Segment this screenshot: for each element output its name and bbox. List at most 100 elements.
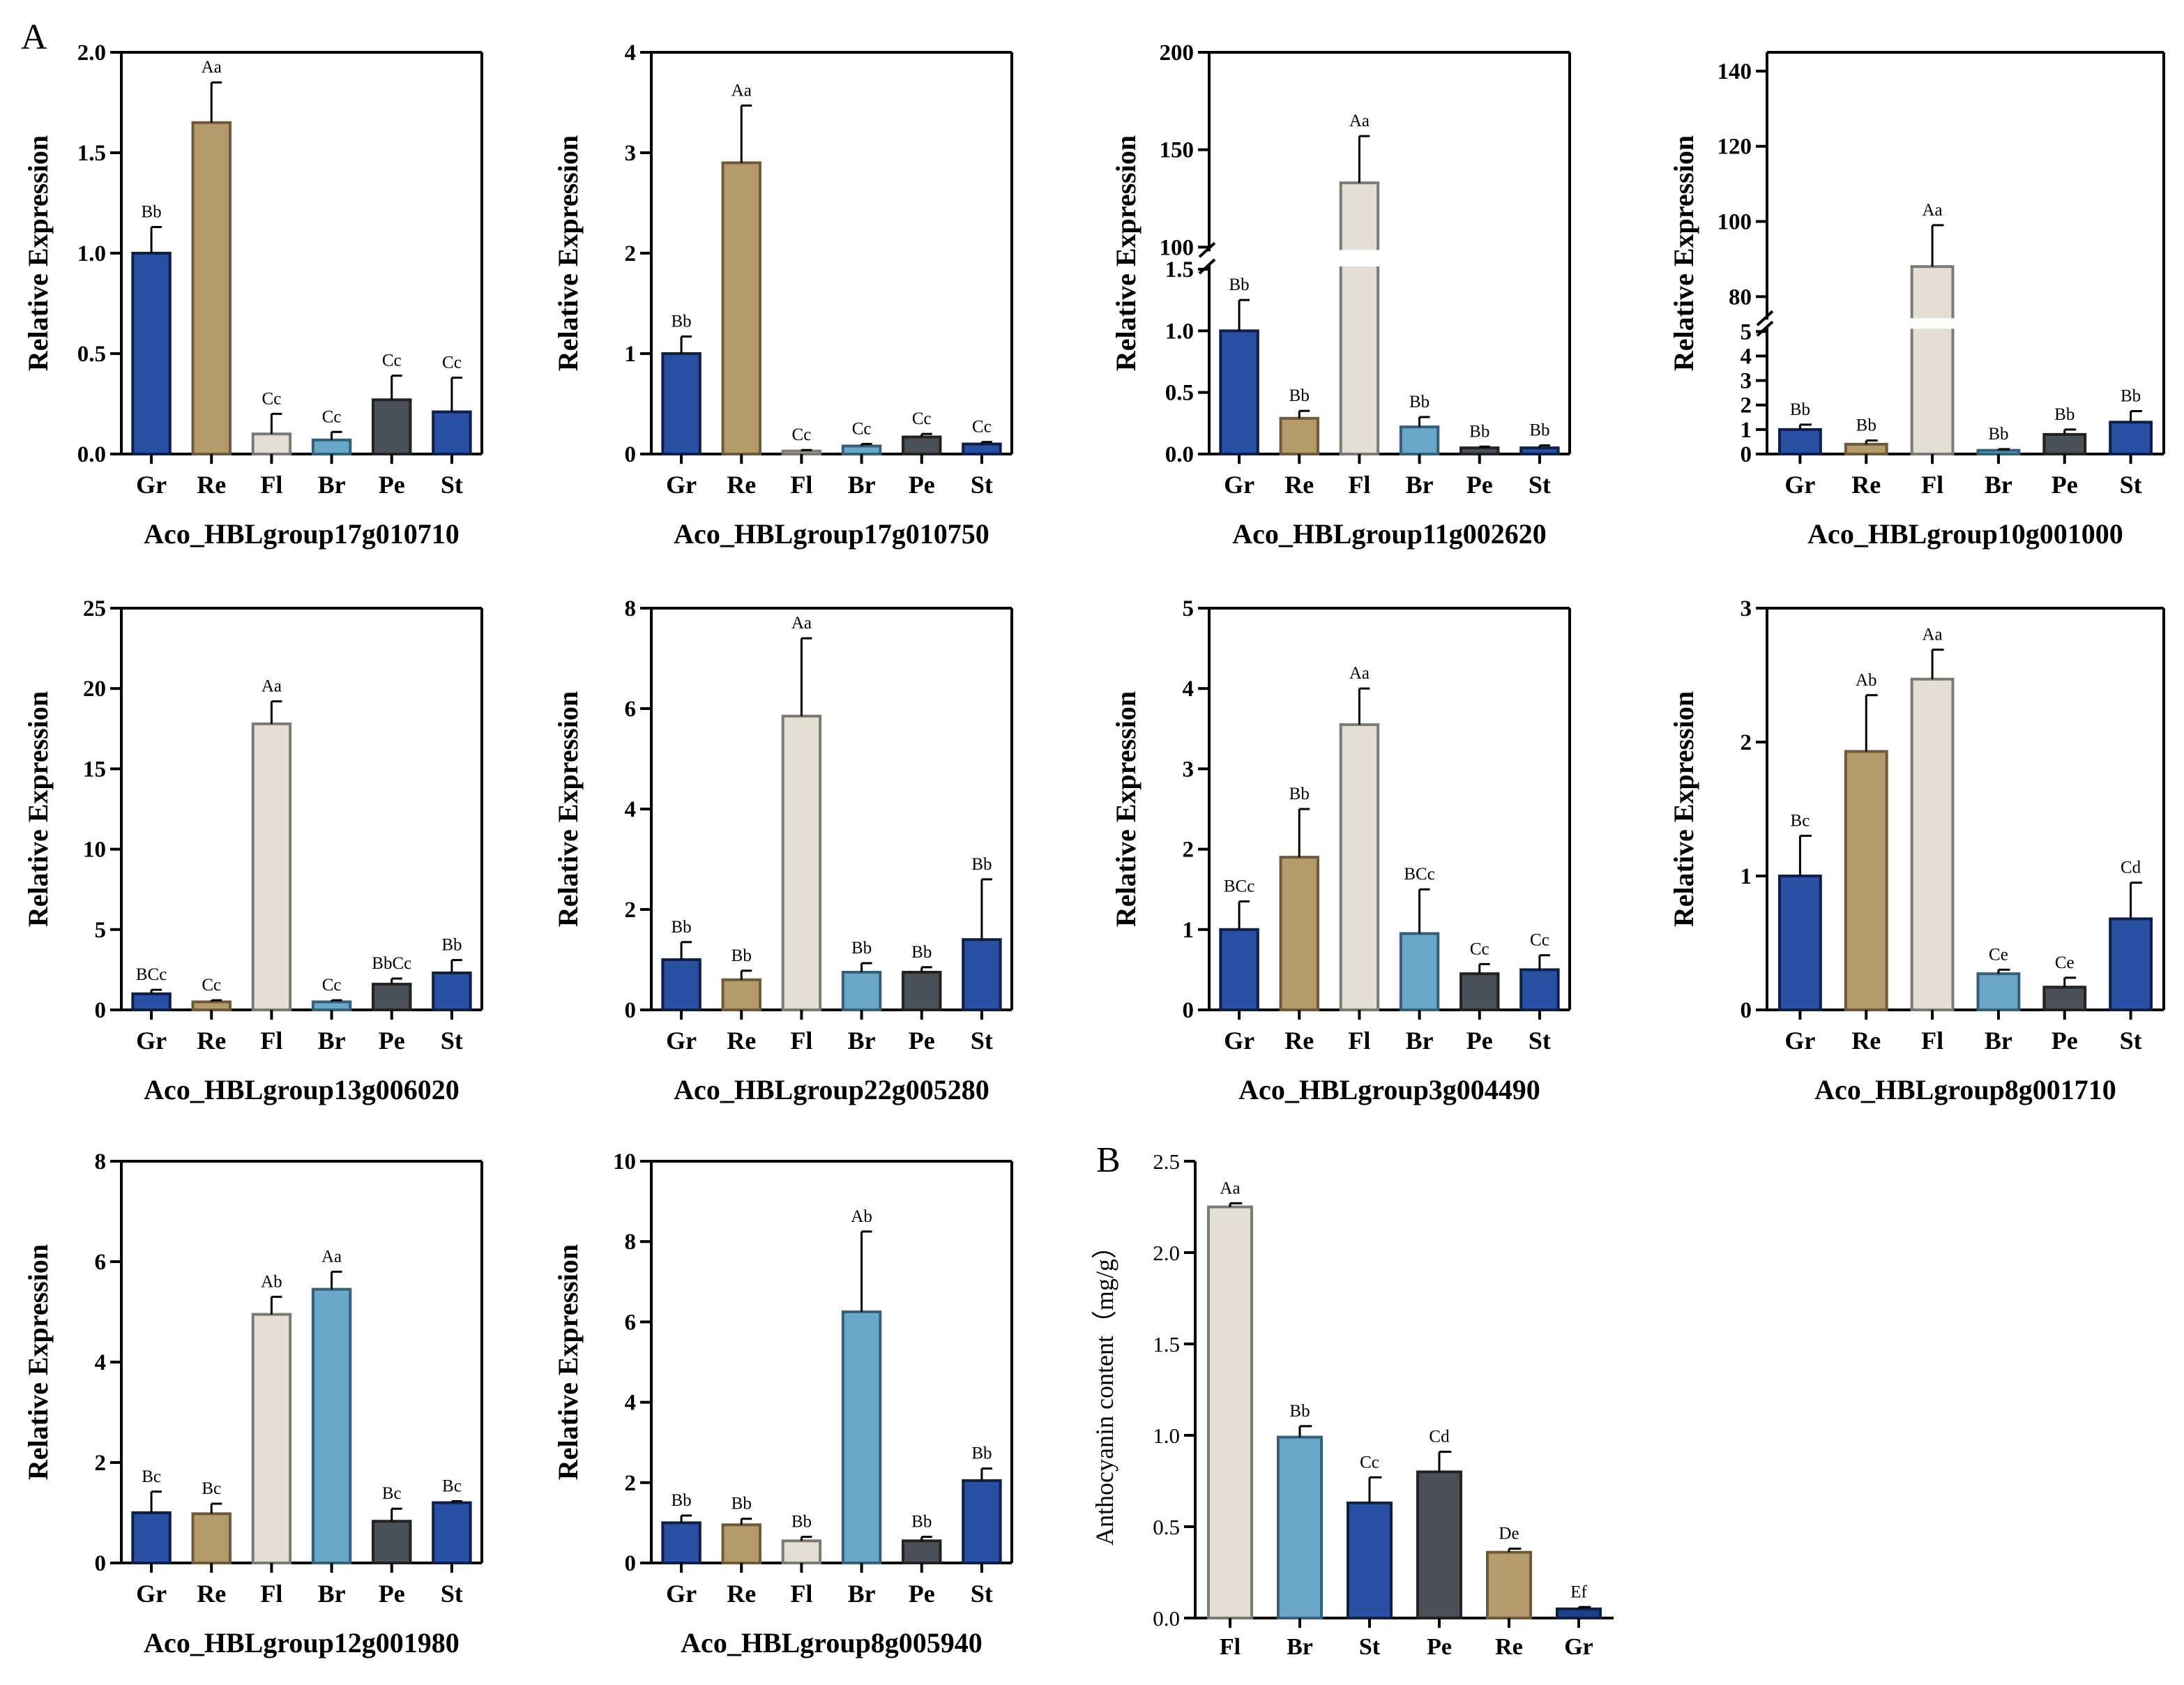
significance-label: Bb	[671, 1491, 691, 1510]
x-tick-label: Pe	[2052, 471, 2078, 499]
y-tick-label: 0.0	[1165, 442, 1194, 467]
y-tick-label: 4	[625, 40, 637, 66]
significance-label: Bb	[1229, 275, 1249, 294]
x-tick-label: Fl	[1220, 1634, 1241, 1660]
y-tick-label: 2	[625, 898, 637, 923]
significance-label: Bb	[1289, 785, 1310, 803]
bar-br	[1399, 425, 1440, 456]
significance-label: Ab	[851, 1207, 872, 1226]
panel-label-a: A	[21, 17, 47, 57]
significance-label: Cc	[1530, 931, 1549, 950]
x-tick-label: Pe	[379, 471, 405, 499]
significance-label: Cc	[1360, 1453, 1379, 1472]
bar-pe	[1416, 1470, 1462, 1619]
bar-re	[1486, 1550, 1532, 1619]
significance-label: Bc	[442, 1476, 462, 1495]
significance-label: BCc	[136, 965, 167, 984]
x-tick-label: Pe	[909, 1580, 935, 1608]
bar-re	[1844, 750, 1888, 1011]
significance-label: Bb	[1856, 416, 1876, 435]
y-tick-label: 4	[625, 1391, 637, 1416]
bar-st	[962, 442, 1002, 455]
significance-label: Aa	[202, 58, 222, 77]
axis-break-mark	[1198, 241, 1216, 258]
y-tick-label: 5	[1183, 596, 1195, 621]
y-tick-label: 0.5	[1165, 381, 1194, 406]
significance-label: Cc	[322, 976, 342, 995]
significance-label: Ef	[1570, 1582, 1587, 1601]
y-tick-label: 5	[95, 918, 107, 943]
x-tick-label: St	[1529, 1027, 1551, 1055]
significance-label: Bb	[731, 946, 752, 965]
bar-gr	[1556, 1607, 1602, 1619]
chart-title: Aco_HBLgroup10g001000	[1807, 518, 2123, 550]
y-axis-title: Relative Expression	[1668, 135, 1699, 371]
bar-pe	[2042, 985, 2087, 1011]
y-axis-title: Relative Expression	[1110, 135, 1142, 371]
significance-label: Bb	[1289, 1402, 1310, 1421]
bar-fl	[251, 432, 292, 456]
y-tick-label: 0.5	[1153, 1515, 1180, 1539]
chart-title: Aco_HBLgroup22g005280	[674, 1074, 989, 1105]
y-tick-label: 15	[83, 757, 106, 782]
y-tick-label: 0	[1183, 998, 1195, 1023]
bar-br	[1277, 1435, 1323, 1620]
bar-re	[721, 1523, 761, 1565]
y-tick-label: 3	[1741, 596, 1752, 621]
x-tick-label: Pe	[1466, 471, 1493, 499]
bar-st	[432, 972, 472, 1012]
chart-title: Aco_HBLgroup17g010750	[674, 518, 989, 550]
y-tick-label: 0	[95, 998, 107, 1023]
y-tick-label: 2.0	[1153, 1241, 1180, 1265]
x-tick-label: Re	[1495, 1634, 1523, 1660]
x-tick-label: Br	[1985, 471, 2012, 499]
y-tick-label: 1.0	[1153, 1423, 1180, 1448]
y-tick-label: 1.0	[1165, 319, 1194, 344]
x-tick-label: Re	[727, 471, 756, 499]
bar-gr	[131, 1511, 172, 1564]
x-tick-label: Gr	[666, 1580, 697, 1608]
y-tick-label: 2	[1741, 730, 1752, 755]
x-tick-label: St	[971, 1580, 993, 1608]
x-tick-label: Re	[727, 1027, 756, 1055]
bar-br	[311, 1287, 352, 1564]
y-tick-label: 0.0	[77, 442, 106, 467]
bar-fl	[1207, 1205, 1253, 1619]
significance-label: Aa	[791, 614, 812, 633]
x-tick-label: Gr	[666, 471, 697, 499]
x-tick-label: Br	[318, 1027, 346, 1055]
significance-label: Cd	[2121, 859, 2141, 877]
bar-gr	[131, 252, 172, 455]
panel-label-b: B	[1096, 1140, 1121, 1180]
y-axis-title: Relative Expression	[1668, 691, 1699, 927]
x-tick-label: Gr	[1224, 471, 1254, 499]
bar-pe	[2042, 432, 2087, 455]
x-tick-label: Gr	[1564, 1634, 1593, 1660]
significance-label: Bb	[1529, 421, 1549, 440]
bar-re	[191, 121, 232, 456]
bar-fl	[1910, 265, 1955, 455]
y-tick-label: 120	[1717, 135, 1752, 160]
y-tick-label: 140	[1717, 59, 1752, 84]
bar-fl	[251, 722, 292, 1011]
x-tick-label: Br	[848, 1580, 876, 1608]
x-tick-label: Br	[1287, 1634, 1313, 1660]
x-tick-label: Re	[197, 471, 226, 499]
significance-label: Bb	[1409, 393, 1430, 411]
x-tick-label: St	[2120, 471, 2142, 499]
y-tick-label: 3	[1741, 369, 1752, 394]
x-tick-label: Gr	[136, 1580, 167, 1608]
x-tick-label: Pe	[379, 1027, 405, 1055]
x-tick-label: Br	[318, 471, 346, 499]
significance-label: Aa	[321, 1247, 342, 1266]
chart-title: Aco_HBLgroup3g004490	[1238, 1074, 1540, 1105]
x-tick-label: Gr	[1224, 1027, 1254, 1055]
x-tick-label: Pe	[909, 471, 935, 499]
y-tick-label: 1	[1741, 418, 1752, 443]
y-tick-label: 4	[625, 797, 637, 822]
y-tick-label: 1.0	[77, 241, 106, 266]
significance-label: BbCc	[372, 954, 411, 973]
bar-st	[432, 1501, 472, 1565]
y-tick-label: 20	[83, 677, 106, 702]
x-tick-label: Gr	[136, 1027, 167, 1055]
